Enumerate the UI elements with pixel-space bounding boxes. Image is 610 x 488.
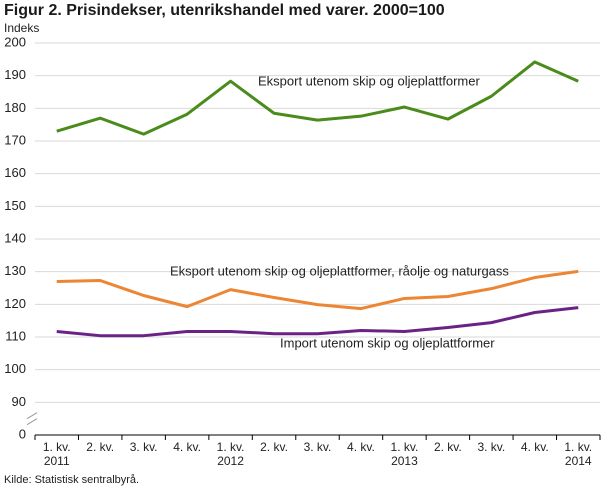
source: Kilde: Statistisk sentralbyrå.	[4, 474, 139, 486]
x-tick-label: 2. kv.	[86, 440, 115, 454]
y-tick-label: 120	[4, 296, 26, 311]
x-tick-label: 1. kv. 2013	[390, 440, 419, 468]
x-tick-label: 1. kv. 2011	[42, 440, 71, 468]
x-tick-label: 3. kv.	[477, 440, 506, 454]
series-label: Eksport utenom skip og oljeplattformer, …	[170, 263, 509, 278]
y-tick-label: 190	[4, 67, 26, 82]
y-tick-label: 110	[5, 328, 26, 343]
x-tick-label: 2. kv.	[433, 440, 462, 454]
x-tick-label: 1. kv. 2014	[564, 440, 593, 468]
y-tick-label: 130	[4, 263, 26, 278]
y-tick-label: 90	[12, 394, 26, 409]
x-tick-label: 2. kv.	[260, 440, 288, 454]
y-tick-label: 150	[4, 198, 26, 213]
y-tick-label: 140	[4, 230, 26, 245]
x-tick-label: 4. kv.	[347, 440, 375, 454]
x-tick-label: 1. kv. 2012	[216, 440, 245, 468]
x-tick-label: 3. kv.	[129, 440, 158, 454]
y-axis-label: Indeks	[4, 21, 39, 35]
chart-title: Figur 2. Prisindekser, utenrikshandel me…	[4, 2, 445, 19]
axis-break	[26, 412, 38, 420]
series-label: Eksport utenom skip og oljeplattformer	[258, 73, 480, 88]
x-tick-label: 3. kv.	[303, 440, 332, 454]
y-tick-label: 160	[4, 165, 26, 180]
y-tick-label: 180	[4, 100, 26, 115]
line-series	[56, 60, 579, 136]
y-tick-label: 170	[4, 132, 26, 147]
x-tick-label: 4. kv.	[520, 440, 549, 454]
y-tick-label: 0	[19, 426, 26, 441]
y-tick-label: 200	[4, 34, 26, 49]
line-series	[56, 306, 579, 338]
x-tick-label: 4. kv.	[173, 440, 201, 454]
axis-break	[26, 418, 38, 426]
y-tick-label: 100	[4, 361, 26, 376]
line-series	[56, 269, 579, 311]
series-label: Import utenom skip og oljeplattformer	[280, 335, 495, 350]
